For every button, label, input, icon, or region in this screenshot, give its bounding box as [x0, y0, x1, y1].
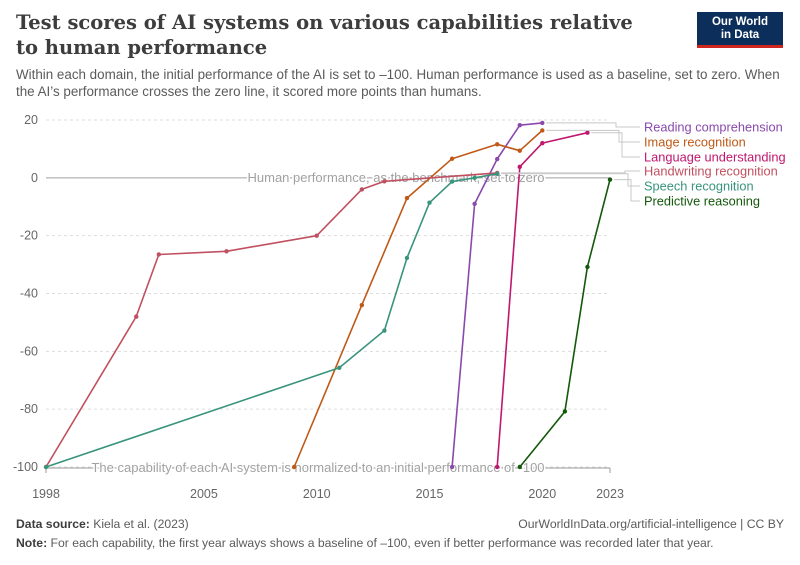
data-point-predictive-reasoning [607, 177, 613, 182]
legend-connector-language-understanding [591, 132, 640, 158]
series-line-handwriting-recognition [45, 172, 498, 468]
x-tick-label: 1998 [32, 487, 60, 501]
data-point-predictive-reasoning [562, 409, 568, 414]
footnote: Note: For each capability, the first yea… [16, 536, 714, 550]
data-point-handwriting-recognition [224, 249, 229, 254]
data-point-language-understanding [585, 130, 590, 135]
owid-logo[interactable]: Our World in Data [697, 12, 783, 48]
chart-subtitle: Within each domain, the initial performa… [16, 67, 780, 99]
data-source-text[interactable]: Kiela et al. (2023) [93, 517, 189, 531]
data-point-handwriting-recognition [314, 233, 319, 238]
data-point-speech-recognition [337, 365, 342, 371]
data-point-speech-recognition [449, 179, 455, 184]
data-point-image-recognition [404, 195, 410, 201]
x-tick-label: 2010 [303, 487, 331, 501]
data-point-speech-recognition [43, 464, 49, 470]
legend-connector-handwriting-recognition [501, 170, 640, 174]
y-tick-label: -40 [20, 287, 38, 301]
data-point-reading-comprehension [495, 156, 500, 162]
data-point-image-recognition [517, 148, 522, 153]
data-point-handwriting-recognition [156, 252, 161, 257]
data-point-speech-recognition [382, 328, 387, 333]
legend-connector-image-recognition [546, 129, 640, 143]
data-point-speech-recognition [472, 175, 477, 181]
data-point-predictive-reasoning [517, 464, 522, 470]
data-point-language-understanding [495, 464, 500, 470]
logo-line-2: in Data [720, 29, 760, 41]
y-tick-label: -20 [20, 229, 38, 243]
data-point-handwriting-recognition [359, 187, 365, 192]
data-point-image-recognition [291, 464, 297, 470]
baseline-annotation: The capability of each AI system is norm… [91, 460, 544, 475]
data-point-reading-comprehension [472, 201, 477, 207]
data-point-image-recognition [449, 156, 455, 161]
legend-label-handwriting-recognition: Handwriting recognition [644, 164, 778, 179]
x-tick-label: 2023 [596, 487, 624, 501]
zero-line-annotation: Human performance, as the benchmark, set… [248, 170, 545, 185]
data-point-handwriting-recognition [382, 179, 387, 184]
grid-lines [46, 119, 610, 468]
data-point-image-recognition [540, 128, 545, 133]
data-point-predictive-reasoning [585, 264, 590, 270]
series-line-predictive-reasoning [519, 179, 611, 468]
legend-label-predictive-reasoning: Predictive reasoning [644, 194, 760, 209]
chart-title: Test scores of AI systems on various cap… [16, 11, 633, 59]
legend-label-image-recognition: Image recognition [644, 135, 746, 150]
data-point-handwriting-recognition [134, 314, 139, 319]
y-tick-label: -100 [13, 460, 38, 474]
source-url[interactable]: OurWorldInData.org/artificial-intelligen… [518, 517, 784, 531]
data-point-reading-comprehension [517, 123, 522, 128]
series-lines [43, 120, 613, 470]
note-label: Note: [16, 536, 48, 550]
legend-connector-reading-comprehension [546, 122, 640, 128]
logo-line-1: Our World [711, 16, 768, 28]
y-tick-label: 0 [31, 171, 38, 185]
x-tick-label: 2005 [190, 487, 218, 501]
legend-connector-predictive-reasoning [614, 179, 640, 202]
note-text: For each capability, the first year alwa… [50, 536, 714, 550]
data-point-language-understanding [517, 164, 522, 170]
legend-label-reading-comprehension: Reading comprehension [644, 120, 783, 135]
data-point-speech-recognition [404, 255, 410, 261]
data-point-language-understanding [540, 140, 545, 146]
data-point-speech-recognition [427, 200, 432, 205]
legend-label-speech-recognition: Speech recognition [644, 179, 754, 194]
y-tick-label: 20 [24, 113, 38, 127]
data-point-image-recognition [495, 142, 500, 147]
x-tick-label: 2015 [416, 487, 444, 501]
y-tick-label: -60 [20, 344, 38, 358]
data-point-image-recognition [359, 302, 365, 308]
axes: 20 0 -20 -40 -60 -80 -100 1998 2005 2010 2015 2020 2… [13, 113, 624, 501]
series-line-speech-recognition [45, 173, 498, 468]
data-point-reading-comprehension [449, 464, 455, 470]
y-tick-label: -80 [20, 402, 38, 416]
series-line-language-understanding [496, 131, 588, 468]
x-tick-label: 2020 [528, 487, 556, 501]
data-point-speech-recognition [495, 171, 500, 176]
data-source-label: Data source: [16, 517, 90, 531]
annotations: Human performance, as the benchmark, set… [46, 168, 610, 477]
data-source: Data source: Kiela et al. (2023) [16, 517, 189, 531]
legend-label-language-understanding: Language understanding [644, 150, 786, 165]
data-point-reading-comprehension [540, 120, 545, 126]
